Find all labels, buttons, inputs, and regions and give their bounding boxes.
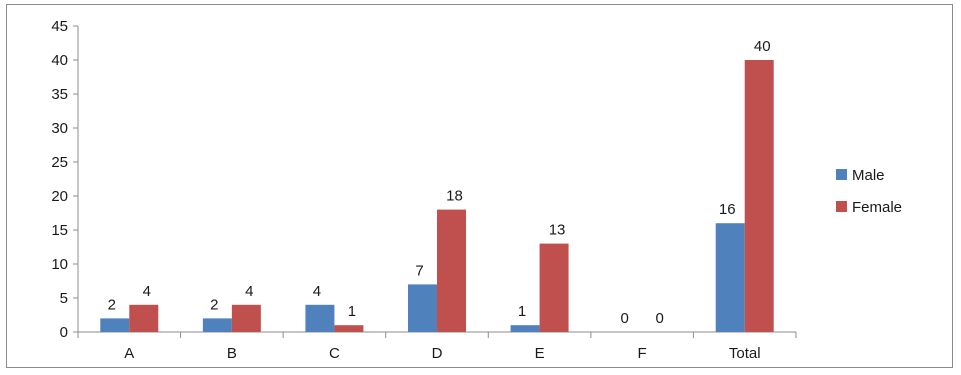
data-label-female-total: 40 [754, 38, 771, 55]
legend: Male Female [836, 167, 902, 216]
data-label-female-e: 13 [549, 222, 566, 239]
legend-label-male: Male [852, 167, 885, 184]
bar-male-a [100, 318, 130, 332]
bar-female-total [744, 60, 774, 332]
y-tick-label: 5 [60, 290, 68, 307]
y-tick-label: 45 [51, 18, 68, 35]
bar-male-e [510, 325, 540, 332]
bar-female-a [129, 304, 159, 332]
x-tick-label: B [227, 345, 237, 362]
data-label-female-a: 4 [143, 283, 151, 300]
bar-female-b [231, 304, 261, 332]
y-tick-label: 40 [51, 52, 68, 69]
data-label-male-e: 1 [518, 303, 526, 320]
y-tick-label: 10 [51, 256, 68, 273]
data-label-female-b: 4 [245, 283, 253, 300]
bar-female-c [334, 325, 364, 332]
y-tick-label: 0 [60, 324, 68, 341]
y-tick-label: 25 [51, 154, 68, 171]
x-tick-label: Total [729, 345, 761, 362]
x-tick-label: E [535, 345, 545, 362]
data-label-male-b: 2 [210, 296, 218, 313]
data-label-male-total: 16 [719, 201, 736, 218]
legend-swatch-male [836, 169, 847, 180]
y-tick-label: 15 [51, 222, 68, 239]
bar-male-d [408, 284, 437, 332]
x-tick-label: F [638, 345, 647, 362]
data-label-female-d: 18 [446, 188, 463, 205]
data-label-male-f: 0 [620, 310, 628, 327]
bar-female-e [539, 243, 569, 332]
y-tick-label: 20 [51, 188, 68, 205]
bar-male-b [202, 318, 232, 332]
y-tick-label: 35 [51, 86, 68, 103]
x-tick-label: C [329, 345, 340, 362]
bar-male-c [305, 304, 335, 332]
legend-swatch-female [836, 201, 847, 212]
y-tick-label: 30 [51, 120, 68, 137]
bar-female-d [437, 209, 466, 332]
data-label-female-c: 1 [348, 303, 356, 320]
x-tick-label: A [124, 345, 134, 362]
data-label-male-d: 7 [415, 262, 423, 279]
data-label-male-c: 4 [313, 283, 321, 300]
x-tick-label: D [432, 345, 443, 362]
bar-male-total [715, 223, 745, 332]
legend-label-female: Female [852, 199, 902, 216]
chart-frame [6, 4, 953, 368]
bars [100, 60, 774, 332]
data-label-male-a: 2 [108, 296, 116, 313]
data-label-female-f: 0 [655, 310, 663, 327]
